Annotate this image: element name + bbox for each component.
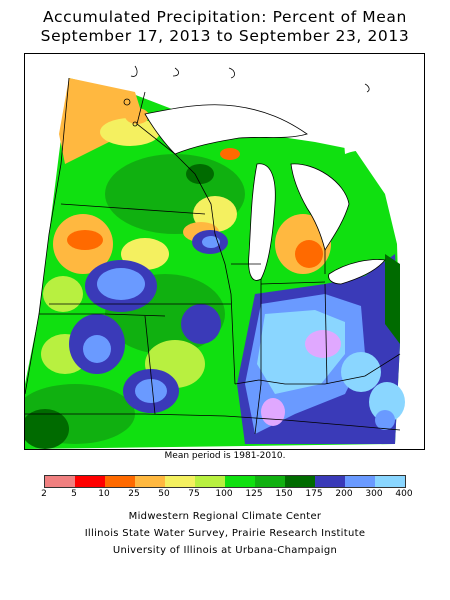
legend-label: 5 [71,489,77,499]
legend-label: 125 [245,489,263,499]
legend-swatch [135,476,165,487]
color-legend [44,475,406,488]
title-line-2: September 17, 2013 to September 23, 2013 [40,27,410,45]
legend-swatch [45,476,75,487]
legend-swatch [195,476,225,487]
legend-swatch [345,476,375,487]
legend-label: 150 [275,489,293,499]
legend-label: 175 [305,489,323,499]
legend-label: 2 [41,489,47,499]
map-title: Accumulated Precipitation: Percent of Me… [0,8,450,46]
legend-swatch [75,476,105,487]
legend-swatch [255,476,285,487]
legend-label: 400 [395,489,413,499]
legend-label: 50 [158,489,170,499]
great-lakes [144,54,424,285]
mean-period-caption: Mean period is 1981-2010. [164,451,286,461]
legend-labels: 2 5 10 25 50 75 100 125 150 175 200 300 … [41,489,412,501]
legend-swatch [375,476,405,487]
legend-swatch [285,476,315,487]
legend-label: 10 [98,489,110,499]
credits: Midwestern Regional Climate Center Illin… [0,508,450,559]
title-line-1: Accumulated Precipitation: Percent of Me… [43,8,407,26]
legend-swatch [105,476,135,487]
legend-label: 100 [215,489,233,499]
state-boundaries [25,77,401,435]
legend-label: 200 [335,489,353,499]
coastline-details [123,65,370,127]
legend-swatch [165,476,195,487]
credit-line-2: Illinois State Water Survey, Prairie Res… [84,528,366,539]
legend-swatch [315,476,345,487]
legend-label: 300 [365,489,383,499]
credit-line-1: Midwestern Regional Climate Center [128,511,322,522]
legend-label: 75 [188,489,200,499]
map-canvas [25,54,424,449]
credit-line-3: University of Illinois at Urbana-Champai… [112,545,338,556]
legend-swatch [225,476,255,487]
legend-label: 25 [128,489,140,499]
precipitation-map [24,53,425,450]
